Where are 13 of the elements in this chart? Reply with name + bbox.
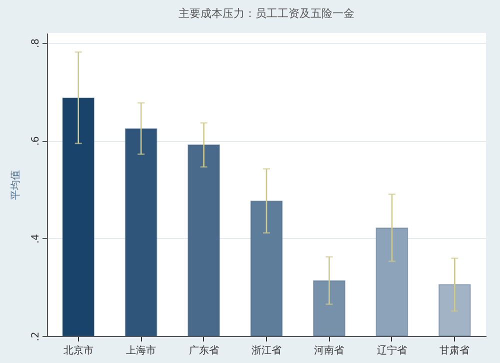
y-tick-label: .6 — [30, 136, 42, 146]
x-tick-label: 北京市 — [63, 344, 94, 356]
x-tick-label: 河南省 — [314, 344, 344, 356]
x-tick-label: 辽宁省 — [376, 344, 407, 356]
x-tick-label: 甘肃省 — [440, 344, 470, 356]
y-tick-label: .4 — [30, 234, 42, 244]
y-tick-label: .8 — [30, 38, 42, 48]
x-tick-label: 广东省 — [188, 344, 219, 356]
x-tick-label: 上海市 — [126, 344, 156, 356]
y-tick-label: .2 — [30, 332, 42, 342]
chart-title: 主要成本压力：员工工资及五险一金 — [178, 7, 354, 20]
y-axis-title: 平均值 — [10, 170, 22, 200]
x-tick-label: 浙江省 — [252, 344, 282, 356]
